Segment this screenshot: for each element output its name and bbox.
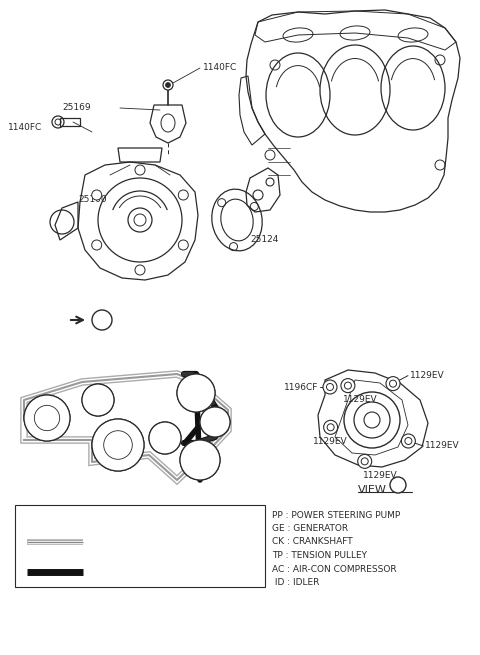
Text: 1129EV: 1129EV [425,441,460,451]
Circle shape [341,379,355,392]
Circle shape [92,419,144,471]
Text: GROUP NO: GROUP NO [108,511,167,521]
Circle shape [24,395,70,441]
Text: TP: TP [160,434,170,443]
Text: 57231: 57231 [204,537,240,547]
Circle shape [92,240,102,250]
Circle shape [92,190,102,200]
Circle shape [177,374,215,412]
Circle shape [390,477,406,493]
Circle shape [200,407,230,437]
Text: GE: GE [190,388,202,398]
Circle shape [358,455,372,468]
Text: 97713A: 97713A [200,567,245,577]
Text: CK : CRANKSHAFT: CK : CRANKSHAFT [272,538,353,546]
Text: TP: TP [160,434,170,443]
Text: 1129EV: 1129EV [410,371,444,380]
Text: 1129EV: 1129EV [363,471,397,480]
Text: ID: ID [211,417,219,426]
Circle shape [92,419,144,471]
Text: 1196CF: 1196CF [284,383,318,392]
Circle shape [324,421,337,434]
Circle shape [323,380,337,394]
Text: 1140FC: 1140FC [203,64,237,73]
Text: ID: ID [211,417,219,426]
Text: AC : AIR-CON COMPRESSOR: AC : AIR-CON COMPRESSOR [272,565,396,574]
Circle shape [135,165,145,175]
Circle shape [163,80,173,90]
Circle shape [82,384,114,416]
Circle shape [178,240,188,250]
Circle shape [386,377,400,390]
Circle shape [200,407,230,437]
Text: AC: AC [194,455,206,464]
Circle shape [178,190,188,200]
Text: 25169: 25169 [62,103,91,113]
Circle shape [180,440,220,480]
Circle shape [401,434,415,448]
Text: CK: CK [112,441,124,449]
Circle shape [135,265,145,275]
Text: 97-976A: 97-976A [113,567,162,577]
Text: A: A [98,315,106,325]
Text: PP: PP [42,413,52,422]
Text: 1129EV: 1129EV [312,437,347,446]
Circle shape [24,395,70,441]
Text: PNC: PNC [211,511,234,521]
Circle shape [149,422,181,454]
Text: 1140FC: 1140FC [8,124,42,132]
Text: 25100: 25100 [78,195,107,204]
Text: GE: GE [190,388,202,398]
Text: 1129EV: 1129EV [343,395,378,404]
Text: AC: AC [194,455,206,464]
Circle shape [82,384,114,416]
Text: CK: CK [112,441,124,449]
Text: ID : IDLER: ID : IDLER [272,578,319,587]
Text: TP: TP [93,396,103,405]
Circle shape [177,374,215,412]
Text: PP: PP [42,413,52,422]
Text: TP : TENSION PULLEY: TP : TENSION PULLEY [272,551,367,560]
Circle shape [92,310,112,330]
Text: VIEW: VIEW [358,485,387,495]
Text: 25124: 25124 [250,236,278,244]
Circle shape [149,422,181,454]
FancyBboxPatch shape [15,505,265,587]
Text: GE : GENERATOR: GE : GENERATOR [272,524,348,533]
Circle shape [180,440,220,480]
Text: PP : POWER STEERING PUMP: PP : POWER STEERING PUMP [272,510,400,519]
Text: 56-571: 56-571 [117,537,158,547]
Text: TP: TP [93,396,103,405]
Text: A: A [394,480,402,490]
Circle shape [166,83,170,88]
